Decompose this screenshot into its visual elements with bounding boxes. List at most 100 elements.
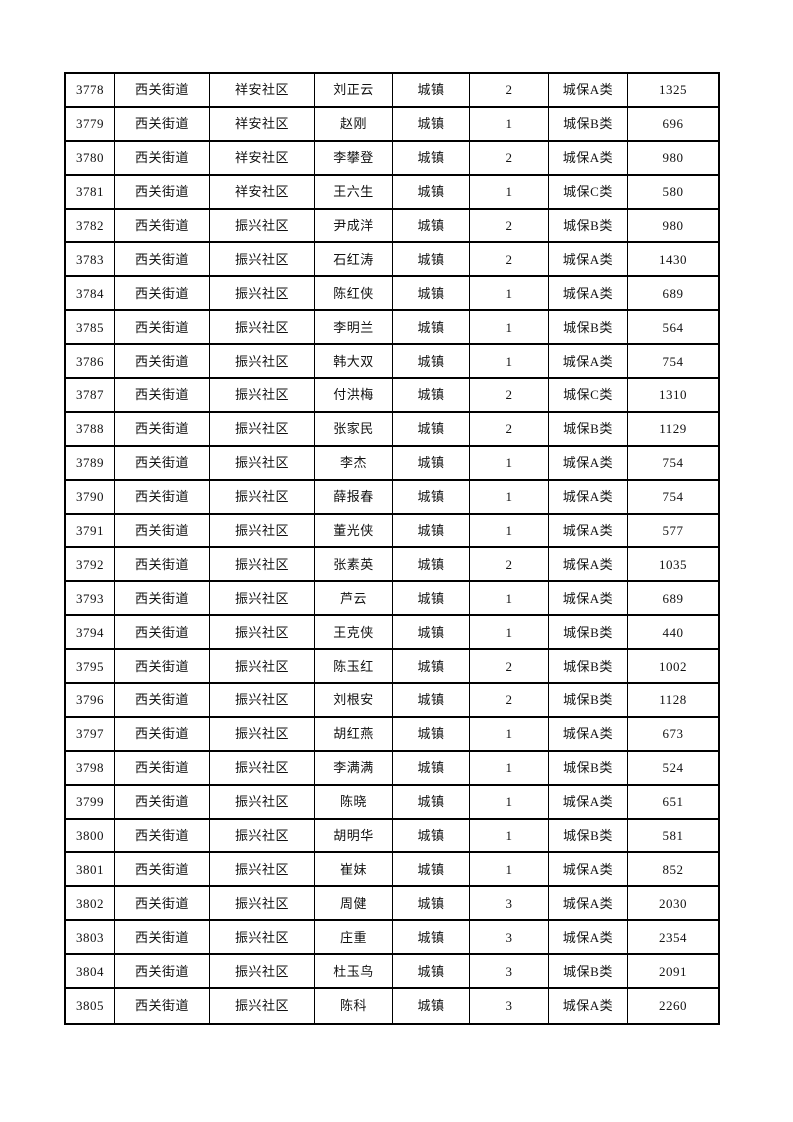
cell-amount: 696	[662, 116, 684, 132]
cell-count: 1	[470, 582, 549, 615]
cell-community: 振兴社区	[210, 853, 315, 886]
cell-residence-type: 城镇	[393, 650, 470, 683]
cell-category: 城保A类	[549, 548, 628, 581]
cell-street: 西关街道	[115, 853, 210, 886]
table-row: 3787 西关街道 振兴社区 付洪梅 城镇 2 城保C类 1310	[66, 379, 718, 413]
cell-count: 3	[470, 887, 549, 920]
cell-count: 1	[470, 514, 549, 547]
cell-person-name: 王克侠	[315, 616, 393, 649]
cell-amount: 580	[662, 184, 684, 200]
cell-sequence-number: 3789	[66, 446, 115, 479]
cell-person-name: 胡红燕	[315, 717, 393, 750]
cell-residence-type: 城镇	[393, 717, 470, 750]
cell-person-name: 崔妹	[315, 853, 393, 886]
cell-amount: 673	[662, 726, 684, 742]
cell-residence-type: 城镇	[393, 548, 470, 581]
cell-person-name: 陈晓	[315, 785, 393, 818]
cell-sequence-number: 3793	[66, 582, 115, 615]
cell-category: 城保B类	[549, 616, 628, 649]
cell-count: 1	[470, 107, 549, 140]
cell-count: 1	[470, 717, 549, 750]
cell-amount: 1430	[659, 251, 687, 267]
table-row: 3805 西关街道 振兴社区 陈科 城镇 3 城保A类 2260	[66, 989, 718, 1023]
cell-category: 城保A类	[549, 514, 628, 547]
cell-amount: 581	[662, 828, 684, 844]
cell-person-name: 李明兰	[315, 311, 393, 344]
table-row: 3795 西关街道 振兴社区 陈玉红 城镇 2 城保B类 1002	[66, 650, 718, 685]
table-row: 3790 西关街道 振兴社区 薛报春 城镇 1 城保A类 754	[66, 480, 718, 515]
cell-count: 1	[470, 345, 549, 378]
cell-sequence-number: 3787	[66, 379, 115, 411]
cell-street: 西关街道	[115, 785, 210, 818]
cell-sequence-number: 3784	[66, 277, 115, 310]
cell-sequence-number: 3794	[66, 616, 115, 649]
cell-residence-type: 城镇	[393, 480, 470, 513]
cell-sequence-number: 3804	[66, 955, 115, 988]
cell-sequence-number: 3799	[66, 785, 115, 818]
table-row: 3800 西关街道 振兴社区 胡明华 城镇 1 城保B类 581	[66, 819, 718, 854]
cell-street: 西关街道	[115, 311, 210, 344]
cell-count: 1	[470, 785, 549, 818]
cell-count: 2	[470, 412, 549, 445]
cell-street: 西关街道	[115, 412, 210, 445]
cell-sequence-number: 3800	[66, 819, 115, 852]
cell-person-name: 庄重	[315, 921, 393, 954]
cell-person-name: 陈红侠	[315, 277, 393, 310]
cell-sequence-number: 3802	[66, 887, 115, 920]
cell-person-name: 李满满	[315, 751, 393, 784]
cell-amount: 980	[662, 218, 684, 233]
cell-person-name: 张家民	[315, 412, 393, 445]
table-row: 3789 西关街道 振兴社区 李杰 城镇 1 城保A类 754	[66, 446, 718, 481]
cell-street: 西关街道	[115, 548, 210, 581]
cell-sequence-number: 3803	[66, 921, 115, 954]
cell-person-name: 张素英	[315, 548, 393, 581]
cell-count: 1	[470, 853, 549, 886]
cell-street: 西关街道	[115, 717, 210, 750]
table-row: 3796 西关街道 振兴社区 刘根安 城镇 2 城保B类 1128	[66, 684, 718, 718]
cell-count: 1	[470, 616, 549, 649]
cell-community: 振兴社区	[210, 480, 315, 513]
cell-sequence-number: 3795	[66, 650, 115, 683]
cell-person-name: 付洪梅	[315, 379, 393, 411]
cell-street: 西关街道	[115, 819, 210, 852]
cell-count: 2	[470, 243, 549, 276]
cell-amount: 564	[662, 319, 684, 335]
table-row: 3784 西关街道 振兴社区 陈红侠 城镇 1 城保A类 689	[66, 277, 718, 312]
cell-count: 3	[470, 955, 549, 988]
table-row: 3779 西关街道 祥安社区 赵刚 城镇 1 城保B类 696	[66, 107, 718, 142]
table-row: 3791 西关街道 振兴社区 董光侠 城镇 1 城保A类 577	[66, 514, 718, 549]
table-row: 3783 西关街道 振兴社区 石红涛 城镇 2 城保A类 1430	[66, 243, 718, 278]
cell-sequence-number: 3805	[66, 989, 115, 1023]
cell-amount: 1002	[659, 658, 687, 674]
cell-count: 1	[470, 751, 549, 784]
cell-person-name: 李杰	[315, 446, 393, 479]
cell-count: 1	[470, 175, 549, 208]
cell-sequence-number: 3798	[66, 751, 115, 784]
cell-category: 城保A类	[549, 887, 628, 920]
cell-person-name: 刘正云	[315, 74, 393, 106]
cell-amount: 2030	[659, 895, 687, 911]
cell-residence-type: 城镇	[393, 141, 470, 174]
cell-count: 2	[470, 650, 549, 683]
cell-street: 西关街道	[115, 209, 210, 242]
cell-amount: 754	[662, 353, 684, 369]
cell-count: 2	[470, 684, 549, 716]
table-row: 3803 西关街道 振兴社区 庄重 城镇 3 城保A类 2354	[66, 921, 718, 956]
cell-amount: 440	[662, 624, 684, 640]
cell-person-name: 胡明华	[315, 819, 393, 852]
cell-community: 振兴社区	[210, 819, 315, 852]
cell-person-name: 刘根安	[315, 684, 393, 716]
cell-residence-type: 城镇	[393, 446, 470, 479]
cell-person-name: 陈玉红	[315, 650, 393, 683]
cell-amount: 524	[662, 760, 684, 776]
records-table: 3778 西关街道 祥安社区 刘正云 城镇 2 城保A类 1325 3779 西…	[64, 72, 720, 1025]
cell-category: 城保A类	[549, 921, 628, 954]
table-row: 3788 西关街道 振兴社区 张家民 城镇 2 城保B类 1129	[66, 412, 718, 447]
cell-category: 城保A类	[549, 243, 628, 276]
cell-count: 1	[470, 311, 549, 344]
cell-community: 祥安社区	[210, 74, 315, 106]
cell-street: 西关街道	[115, 650, 210, 683]
cell-street: 西关街道	[115, 751, 210, 784]
cell-sequence-number: 3780	[66, 141, 115, 174]
cell-person-name: 薛报春	[315, 480, 393, 513]
